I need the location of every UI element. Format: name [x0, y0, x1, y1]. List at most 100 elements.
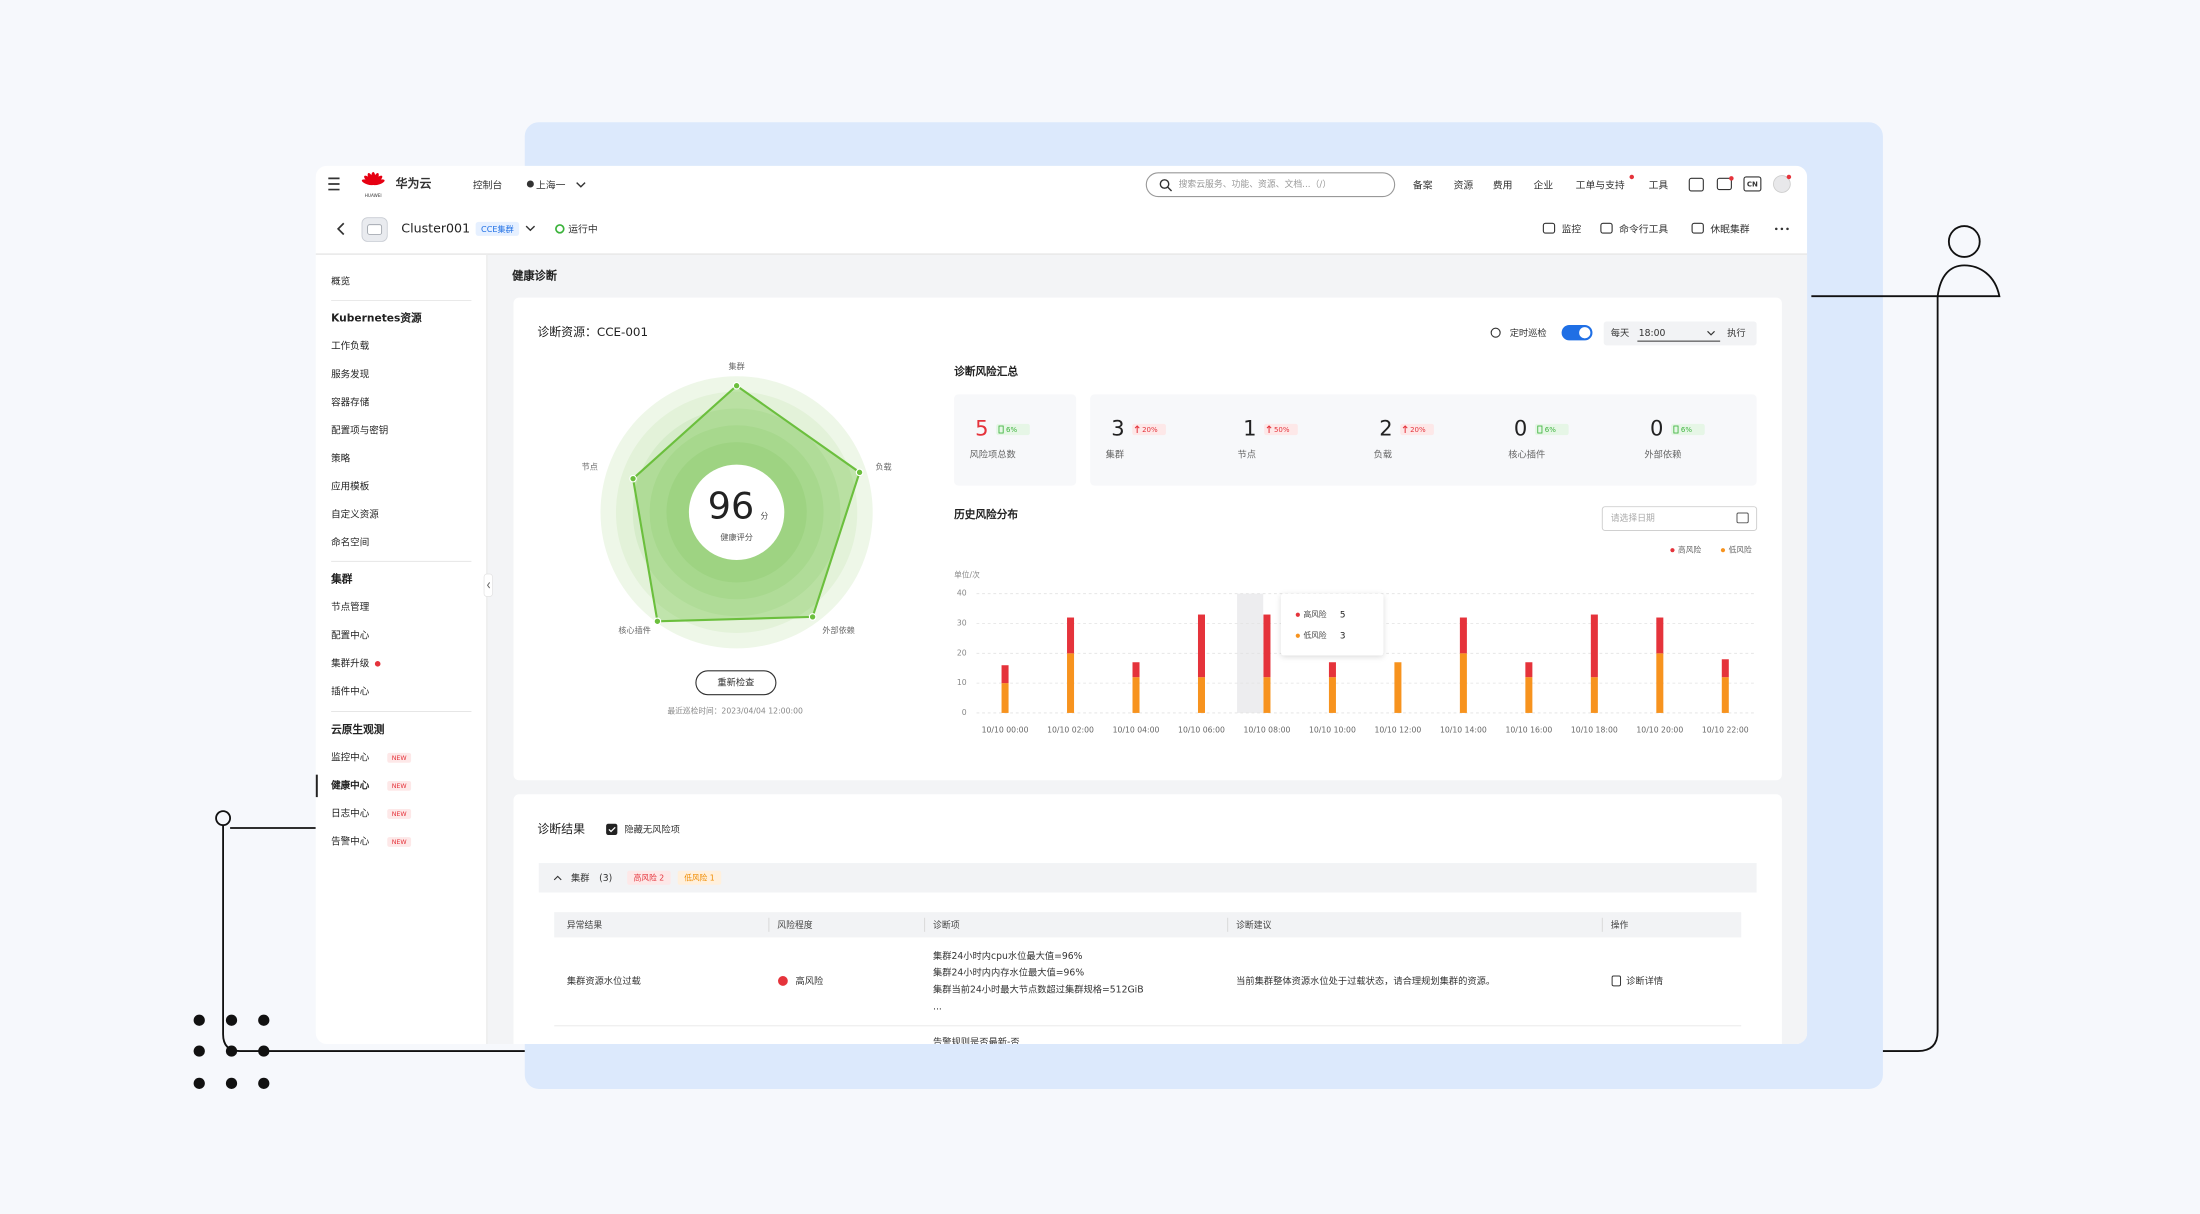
group-name: 集群	[571, 872, 590, 884]
tooltip-box	[1280, 593, 1384, 656]
y-unit: 单位/次	[954, 569, 980, 579]
sidebar-item[interactable]: 配置中心	[331, 629, 370, 641]
sidebar-item[interactable]: 自定义资源	[331, 509, 379, 521]
diagnosis-item: 告警规则是否最新-否	[933, 1036, 1020, 1048]
nav-item[interactable]: 备案	[1413, 178, 1433, 191]
column-header: 诊断项	[933, 919, 960, 931]
new-badge	[387, 780, 412, 791]
dot	[193, 1045, 205, 1057]
sidebar-item[interactable]: 概览	[331, 276, 350, 288]
dot	[193, 1077, 205, 1089]
brand-name[interactable]: 华为云	[396, 176, 432, 190]
sidebar-item[interactable]: 插件中心	[331, 685, 370, 697]
header-action[interactable]: 命令行工具	[1619, 223, 1668, 236]
collapse-tab[interactable]	[483, 573, 493, 597]
sidebar-item[interactable]: 服务发现	[331, 368, 370, 380]
bar-segment	[1132, 662, 1140, 678]
sidebar-item[interactable]: 日志中心	[331, 807, 370, 819]
sidebar-item[interactable]: 告警中心	[331, 836, 370, 848]
header-action[interactable]: 监控	[1562, 223, 1582, 236]
bar-segment	[1394, 662, 1402, 713]
recheck-button[interactable]	[695, 670, 777, 696]
active-indicator	[315, 774, 318, 798]
search-placeholder: 搜索云服务、功能、资源、文档...（/）	[1179, 178, 1332, 190]
sidebar-item[interactable]: 命名空间	[331, 537, 369, 549]
summary-label: 风险项总数	[970, 448, 1016, 460]
notice-dot	[1629, 174, 1635, 180]
search-box[interactable]	[1145, 172, 1396, 198]
action-icon	[1691, 222, 1704, 234]
group-count: (3)	[599, 873, 612, 884]
bar-segment	[1656, 653, 1664, 713]
x-tick-label: 10/10 06:00	[1178, 725, 1225, 734]
search-icon	[1166, 186, 1173, 192]
x-tick-label: 10/10 20:00	[1636, 725, 1683, 734]
time-select[interactable]: 18:00	[1639, 328, 1666, 339]
sidebar-item[interactable]: 应用模板	[331, 481, 370, 493]
bar-segment	[1525, 662, 1533, 678]
region-select[interactable]: 上海一	[536, 178, 566, 191]
more-icon[interactable]	[1780, 227, 1784, 231]
sidebar-item[interactable]: 健康中心	[331, 779, 370, 791]
risk-level: 高风险	[796, 975, 824, 987]
sidebar-item: Kubernetes资源	[331, 312, 422, 325]
group-header[interactable]	[538, 863, 1757, 893]
collapse-icon	[486, 582, 491, 589]
more-icon[interactable]	[1775, 227, 1778, 231]
summary-box	[1090, 394, 1757, 486]
change-badge	[1264, 423, 1298, 436]
detail-link[interactable]: 诊断详情	[1626, 975, 1663, 987]
hide-checkbox[interactable]	[606, 823, 618, 835]
nav-item[interactable]: 费用	[1493, 178, 1513, 191]
sidebar-item[interactable]: 工作负载	[331, 340, 370, 352]
schedule-label: 定时巡检	[1510, 327, 1547, 339]
run-button[interactable]: 执行	[1727, 327, 1746, 339]
nav-item[interactable]: 工单与支持	[1576, 178, 1625, 191]
bar-segment	[1132, 677, 1140, 713]
summary-value: 2	[1379, 416, 1392, 441]
new-badge-text: NEW	[392, 783, 408, 790]
connector-node	[215, 810, 232, 827]
mail-icon[interactable]	[1716, 177, 1732, 191]
action-icon	[1600, 222, 1613, 234]
bar-segment	[1328, 677, 1336, 713]
console-link[interactable]: 控制台	[473, 178, 503, 191]
change-badge	[1534, 423, 1569, 436]
new-badge-text: NEW	[392, 839, 408, 846]
diagnosis-item: 集群24小时内内存水位最大值=96%	[933, 967, 1084, 979]
sidebar-item[interactable]: 容器存储	[331, 396, 370, 408]
x-tick-label: 10/10 04:00	[1113, 725, 1160, 734]
change-value: 20%	[1142, 425, 1158, 434]
avatar[interactable]	[1773, 175, 1791, 193]
tooltip-value: 5	[1340, 611, 1346, 621]
sidebar-item: 云原生观测	[331, 723, 385, 736]
nav-item[interactable]: 企业	[1534, 178, 1554, 191]
console-icon[interactable]	[1688, 177, 1704, 192]
sidebar-item: 集群	[330, 573, 353, 586]
sidebar-item[interactable]: 监控中心	[331, 751, 370, 763]
person-head	[1947, 225, 1981, 258]
lang-switch[interactable]: CN	[1747, 180, 1758, 189]
column-header: 风险程度	[777, 919, 812, 931]
nav-item[interactable]: 资源	[1454, 178, 1474, 191]
sidebar-item[interactable]: 配置项与密钥	[331, 424, 388, 436]
hide-label: 隐藏无风险项	[624, 824, 680, 836]
brand-sub: HUAWEI	[365, 193, 382, 198]
sidebar-item[interactable]: 策略	[331, 452, 351, 464]
sidebar-item[interactable]: 集群升级	[331, 657, 370, 669]
dot	[193, 1014, 205, 1026]
new-badge	[387, 809, 412, 819]
diagnosis-item: ...	[933, 1001, 942, 1012]
more-icon[interactable]	[1786, 227, 1789, 231]
summary-value: 0	[1650, 416, 1663, 441]
y-tick-label: 30	[957, 618, 967, 627]
notice-dot	[1786, 174, 1792, 180]
sidebar-item[interactable]: 节点管理	[331, 601, 370, 613]
header-action[interactable]: 休眠集群	[1710, 223, 1749, 236]
date-input[interactable]	[1601, 506, 1758, 532]
bar-segment	[1656, 617, 1664, 654]
tooltip-marker	[1295, 633, 1300, 638]
bar-segment	[1590, 614, 1598, 678]
nav-item[interactable]: 工具	[1649, 179, 1669, 191]
